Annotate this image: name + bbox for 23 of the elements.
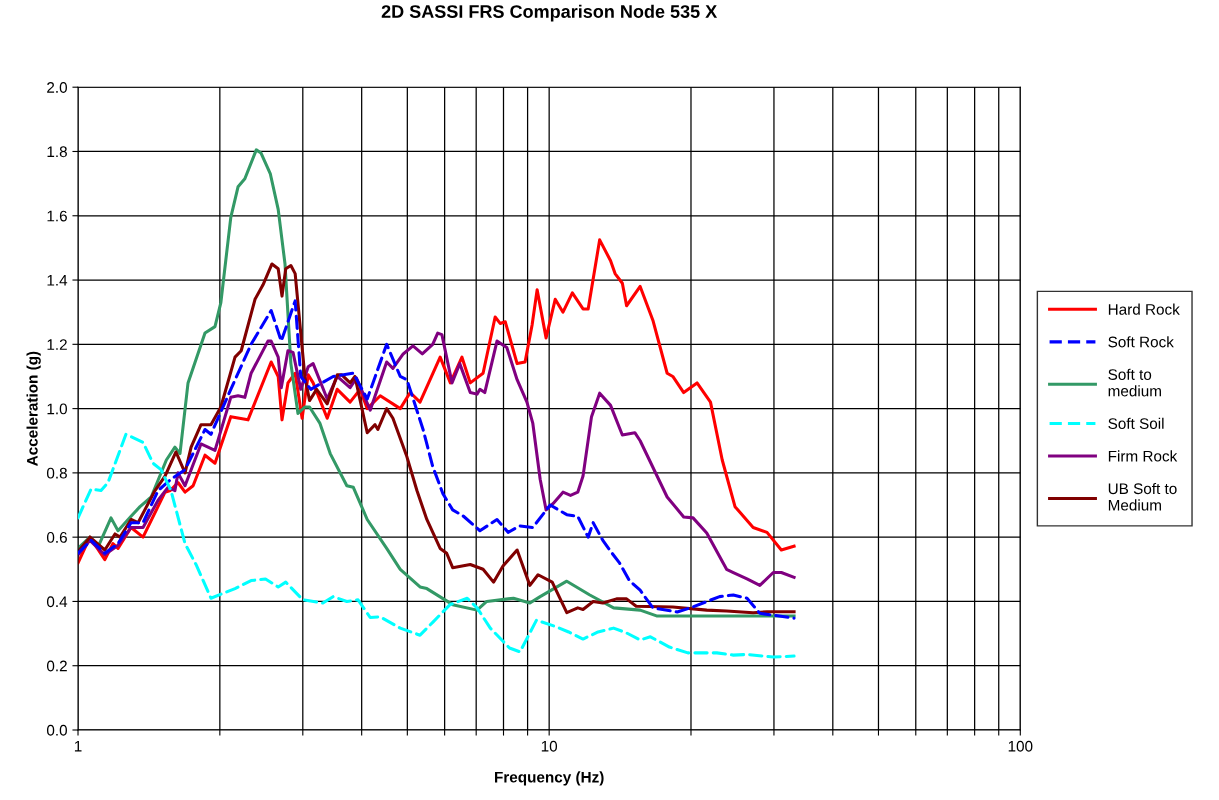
legend-label: UB Soft to Medium	[1108, 482, 1177, 511]
y-tick-label: 0.8	[46, 467, 67, 479]
y-tick-label: 1.6	[47, 210, 67, 222]
x-tick-label: 1	[74, 740, 82, 752]
chart-title: 2D SASSI FRS Comparison Node 535 X	[381, 4, 718, 22]
y-tick-label: 2.0	[47, 82, 67, 93]
y-tick-label: 1.8	[47, 146, 67, 158]
y-axis-title: Acceleration (g)	[26, 351, 41, 466]
y-tick-label: 0.4	[46, 596, 68, 608]
x-axis-title: Frequency (Hz)	[495, 771, 604, 786]
legend-label: Soft Soil	[1108, 417, 1164, 429]
x-tick-label: 10	[541, 740, 558, 752]
y-tick-label: 0.0	[46, 724, 67, 736]
legend-label: Soft to medium	[1108, 368, 1161, 397]
y-tick-label: 1.2	[47, 339, 67, 350]
legend-label: Hard Rock	[1108, 303, 1180, 315]
legend-label: Firm Rock	[1108, 450, 1178, 462]
y-tick-label: 1.0	[47, 403, 67, 415]
x-tick-label: 100	[1008, 740, 1033, 752]
y-tick-label: 1.4	[47, 275, 68, 286]
legend-label: Soft Rock	[1108, 336, 1174, 348]
y-tick-label: 0.2	[46, 660, 67, 672]
y-tick-label: 0.6	[46, 532, 67, 543]
